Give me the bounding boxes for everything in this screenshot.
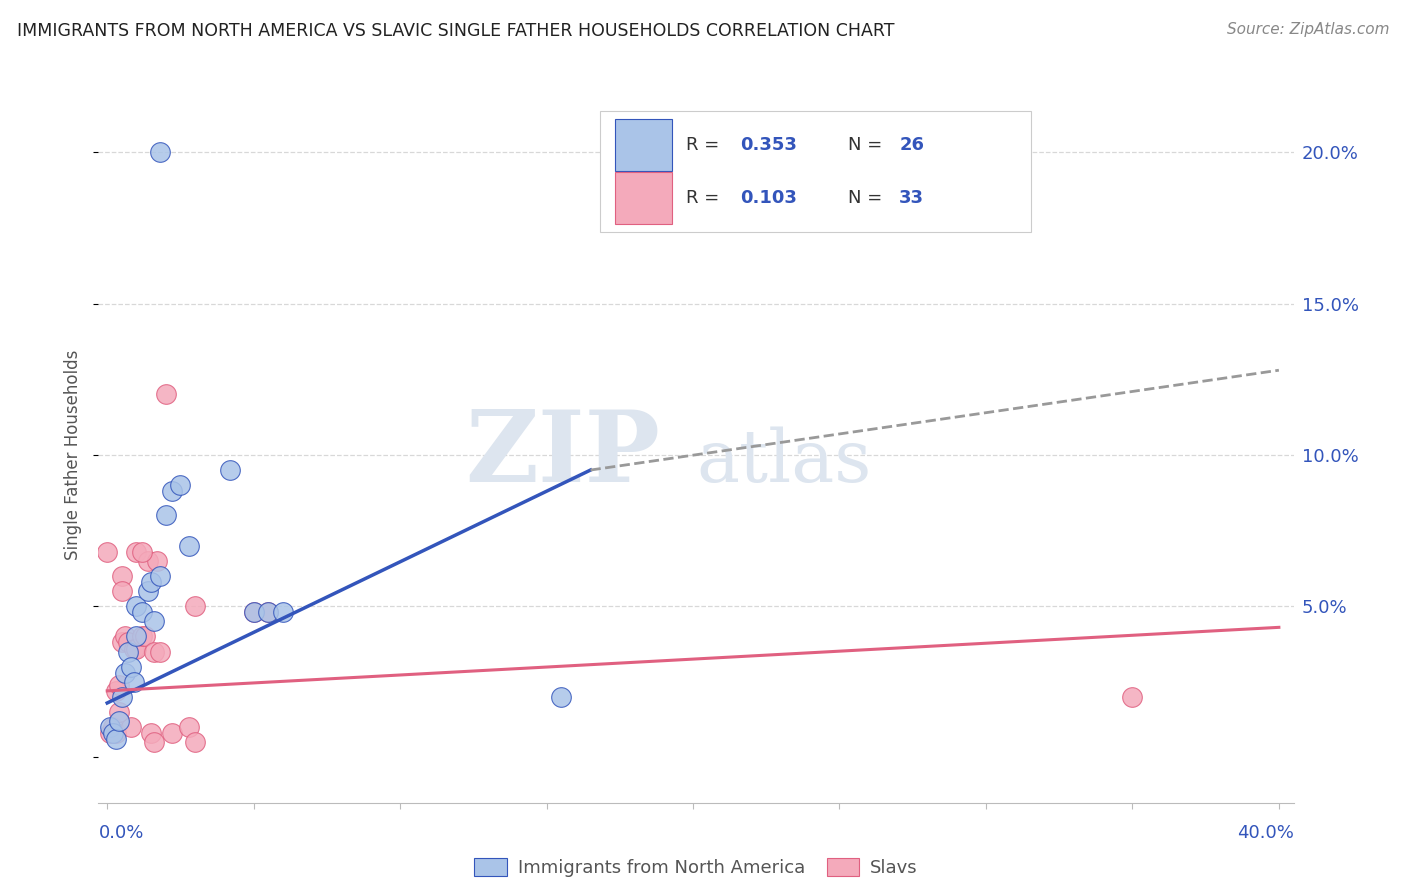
Point [131, 605, 153, 619]
Point [108, 714, 131, 728]
Text: 33: 33 [900, 189, 924, 207]
Point [101, 726, 124, 740]
Point [136, 554, 159, 568]
Point [134, 629, 156, 643]
Point [155, 508, 177, 523]
Point [131, 629, 153, 643]
Point [550, 690, 572, 704]
Point [184, 735, 207, 749]
Point [125, 629, 148, 643]
Point [111, 690, 134, 704]
Point [149, 644, 172, 658]
Point [111, 569, 134, 583]
Point [117, 644, 139, 658]
Point [242, 605, 264, 619]
Text: Source: ZipAtlas.com: Source: ZipAtlas.com [1226, 22, 1389, 37]
Text: R =: R = [686, 189, 725, 207]
FancyBboxPatch shape [600, 111, 1031, 232]
Text: N =: N = [848, 189, 887, 207]
Point [101, 720, 124, 734]
Y-axis label: Single Father Households: Single Father Households [65, 350, 83, 560]
Point [143, 735, 166, 749]
Point [131, 545, 153, 559]
Point [125, 641, 148, 656]
Point [160, 484, 183, 499]
Text: R =: R = [686, 136, 725, 153]
Point [146, 554, 169, 568]
Point [114, 665, 136, 680]
Point [155, 387, 177, 401]
Point [179, 539, 201, 553]
Point [242, 605, 264, 619]
Point [105, 684, 128, 698]
Point [257, 605, 280, 619]
Text: ZIP: ZIP [465, 407, 661, 503]
Point [98, 720, 121, 734]
Point [105, 726, 128, 740]
Point [125, 545, 148, 559]
Point [184, 599, 207, 614]
Point [125, 599, 148, 614]
FancyBboxPatch shape [614, 119, 672, 170]
Point [1121, 690, 1143, 704]
Point [108, 705, 131, 719]
Point [219, 463, 242, 477]
Point [169, 478, 191, 492]
Point [117, 635, 139, 649]
Text: N =: N = [848, 136, 887, 153]
Point [114, 629, 136, 643]
Point [96, 545, 118, 559]
Text: 40.0%: 40.0% [1237, 824, 1294, 842]
Text: atlas: atlas [696, 426, 872, 497]
Point [141, 574, 163, 589]
FancyBboxPatch shape [614, 172, 672, 224]
Text: IMMIGRANTS FROM NORTH AMERICA VS SLAVIC SINGLE FATHER HOUSEHOLDS CORRELATION CHA: IMMIGRANTS FROM NORTH AMERICA VS SLAVIC … [17, 22, 894, 40]
Text: 0.353: 0.353 [740, 136, 797, 153]
Point [271, 605, 294, 619]
Point [149, 569, 172, 583]
Point [98, 726, 121, 740]
Point [105, 732, 128, 747]
Text: 0.103: 0.103 [740, 189, 797, 207]
Point [143, 644, 166, 658]
Point [257, 605, 280, 619]
Point [141, 726, 163, 740]
Point [111, 584, 134, 599]
Point [179, 720, 201, 734]
Point [122, 641, 145, 656]
Point [111, 635, 134, 649]
Point [143, 615, 166, 629]
Point [136, 584, 159, 599]
Point [108, 678, 131, 692]
Text: 26: 26 [900, 136, 924, 153]
Point [122, 674, 145, 689]
Point [160, 726, 183, 740]
Text: 0.0%: 0.0% [98, 824, 143, 842]
Legend: Immigrants from North America, Slavs: Immigrants from North America, Slavs [467, 851, 925, 884]
Point [149, 145, 172, 160]
Point [120, 659, 142, 673]
Point [120, 720, 142, 734]
